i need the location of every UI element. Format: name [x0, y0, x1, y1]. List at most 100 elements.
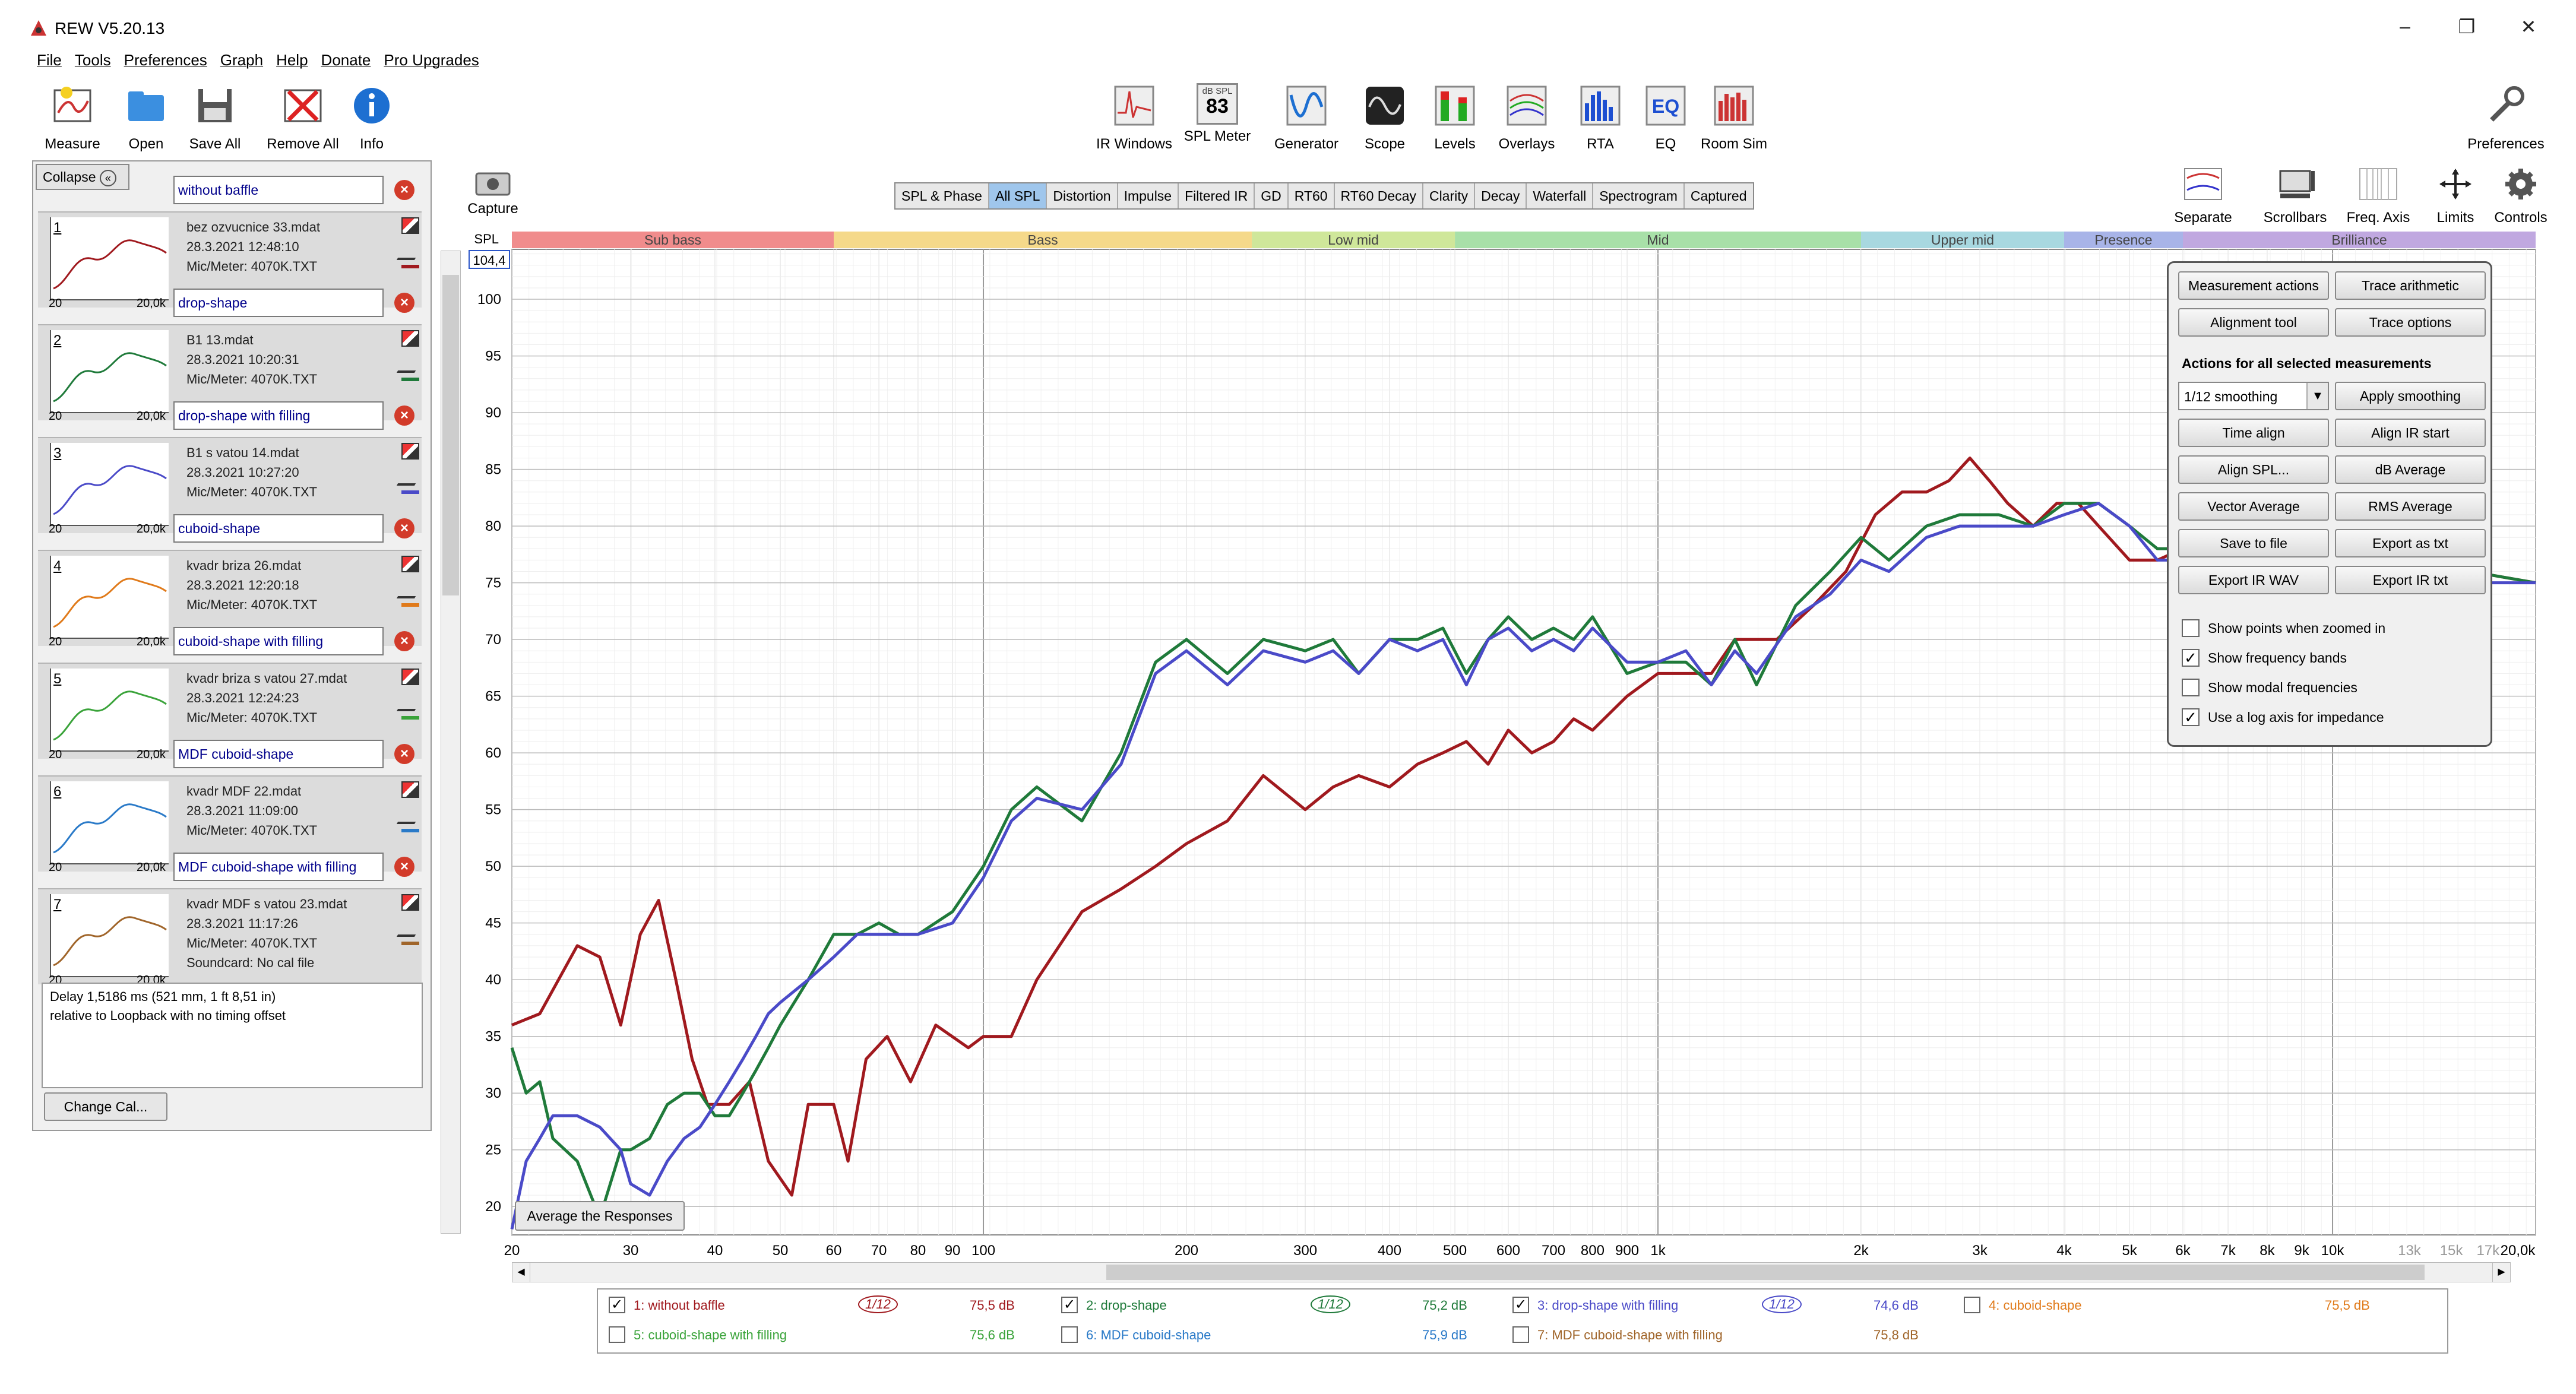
measurement-name-field[interactable]: cuboid-shape — [173, 514, 384, 543]
option-checkbox[interactable] — [2182, 679, 2200, 696]
legend-checkbox[interactable] — [1964, 1297, 1980, 1313]
tab-distortion[interactable]: Distortion — [1047, 183, 1118, 208]
measurement-item[interactable]: 7 20 20,0k kvadr MDF s vatou 23.mdat 28.3.20… — [38, 888, 425, 987]
remove-all-button[interactable]: Remove All — [265, 83, 341, 153]
remove-measurement-icon[interactable]: × — [394, 293, 414, 313]
tab-spl-phase[interactable]: SPL & Phase — [895, 183, 989, 208]
limits-button[interactable]: Limits — [2423, 166, 2488, 226]
save-all-button[interactable]: Save All — [185, 83, 245, 153]
overlay-icon[interactable] — [401, 556, 419, 572]
trace-color-icon[interactable] — [401, 265, 419, 268]
rta-button[interactable]: RTA — [1574, 83, 1627, 153]
scroll-right-icon[interactable]: ▶ — [2492, 1263, 2510, 1282]
measurement-name-field[interactable]: cuboid-shape with filling — [173, 627, 384, 655]
average-responses-button[interactable]: Average the Responses — [515, 1201, 685, 1231]
eq-button[interactable]: EQ EQ — [1639, 83, 1692, 153]
scope-button[interactable]: Scope — [1355, 83, 1414, 153]
levels-button[interactable]: Levels — [1425, 83, 1485, 153]
tab-filtered-ir[interactable]: Filtered IR — [1179, 183, 1255, 208]
change-cal-button[interactable]: Change Cal... — [44, 1092, 167, 1121]
open-button[interactable]: Open — [116, 83, 176, 153]
legend-checkbox[interactable]: ✓ — [1512, 1297, 1529, 1313]
measure-button[interactable]: Measure — [43, 83, 102, 153]
tab-rt60-decay[interactable]: RT60 Decay — [1335, 183, 1423, 208]
measurements-scrollbar[interactable] — [441, 251, 461, 1234]
export-ir-wav-button[interactable]: Export IR WAV — [2178, 566, 2329, 594]
tab-decay[interactable]: Decay — [1475, 183, 1527, 208]
scrollbar-thumb[interactable] — [1106, 1265, 2425, 1280]
close-window-button[interactable]: ✕ — [2520, 16, 2537, 37]
tab-spectrogram[interactable]: Spectrogram — [1593, 183, 1685, 208]
overlay-icon[interactable] — [401, 669, 419, 685]
menu-graph[interactable]: Graph — [220, 51, 264, 69]
menu-tools[interactable]: Tools — [74, 51, 111, 69]
spl-meter-button[interactable]: dB SPL 83 SPL Meter — [1182, 83, 1253, 145]
legend-smoothing-badge[interactable]: 1/12 — [858, 1295, 898, 1313]
menu-file[interactable]: File — [37, 51, 62, 69]
tab-clarity[interactable]: Clarity — [1423, 183, 1476, 208]
generator-button[interactable]: Generator — [1271, 83, 1342, 153]
legend-checkbox[interactable] — [609, 1326, 625, 1343]
tab-impulse[interactable]: Impulse — [1118, 183, 1179, 208]
measurement-name-field[interactable]: without baffle — [173, 176, 384, 204]
scrollbar-thumb[interactable] — [442, 275, 459, 595]
remove-measurement-icon[interactable]: × — [394, 180, 414, 200]
alignment-tool-button[interactable]: Alignment tool — [2178, 308, 2329, 337]
align-ir-start-button[interactable]: Align IR start — [2335, 419, 2486, 447]
trace-arithmetic-button[interactable]: Trace arithmetic — [2335, 271, 2486, 300]
db-average-button[interactable]: dB Average — [2335, 455, 2486, 484]
info-button[interactable]: Info — [348, 83, 395, 153]
tab-all-spl[interactable]: All SPL — [989, 183, 1048, 208]
option-checkbox[interactable]: ✓ — [2182, 649, 2200, 667]
room-sim-button[interactable]: Room Sim — [1698, 83, 1770, 153]
trace-color-icon[interactable] — [401, 603, 419, 607]
measurement-actions-button[interactable]: Measurement actions — [2178, 271, 2329, 300]
remove-measurement-icon[interactable]: × — [394, 857, 414, 877]
ir-windows-button[interactable]: IR Windows — [1093, 83, 1176, 153]
preferences-button[interactable]: Preferences — [2464, 83, 2547, 153]
measurement-name-field[interactable]: drop-shape with filling — [173, 401, 384, 430]
overlays-button[interactable]: Overlays — [1494, 83, 1559, 153]
trace-color-icon[interactable] — [401, 716, 419, 720]
legend-smoothing-badge[interactable]: 1/12 — [1311, 1295, 1350, 1313]
trace-color-icon[interactable] — [401, 490, 419, 494]
save-to-file-button[interactable]: Save to file — [2178, 529, 2329, 557]
menu-donate[interactable]: Donate — [321, 51, 371, 69]
legend-checkbox[interactable] — [1512, 1326, 1529, 1343]
minimize-button[interactable]: – — [2400, 15, 2410, 37]
freq-axis-button[interactable]: Freq. Axis — [2340, 166, 2417, 226]
trace-color-icon[interactable] — [401, 378, 419, 381]
legend-checkbox[interactable]: ✓ — [1061, 1297, 1078, 1313]
menu-pro-upgrades[interactable]: Pro Upgrades — [384, 51, 479, 69]
menu-help[interactable]: Help — [276, 51, 308, 69]
capture-button[interactable]: Capture — [463, 167, 523, 217]
tab-captured[interactable]: Captured — [1690, 188, 1747, 204]
export-ir-txt-button[interactable]: Export IR txt — [2335, 566, 2486, 594]
measurement-name-field[interactable]: MDF cuboid-shape — [173, 740, 384, 768]
remove-measurement-icon[interactable]: × — [394, 518, 414, 538]
tab-waterfall[interactable]: Waterfall — [1527, 183, 1594, 208]
controls-button[interactable]: Controls — [2488, 166, 2553, 226]
scroll-left-icon[interactable]: ◀ — [512, 1263, 530, 1282]
menu-preferences[interactable]: Preferences — [124, 51, 207, 69]
trace-options-button[interactable]: Trace options — [2335, 308, 2486, 337]
remove-measurement-icon[interactable]: × — [394, 744, 414, 764]
legend-smoothing-badge[interactable]: 1/12 — [1762, 1295, 1802, 1313]
legend-checkbox[interactable] — [1061, 1326, 1078, 1343]
option-checkbox[interactable] — [2182, 619, 2200, 637]
option-checkbox[interactable]: ✓ — [2182, 708, 2200, 726]
time-align-button[interactable]: Time align — [2178, 419, 2329, 447]
vector-average-button[interactable]: Vector Average — [2178, 492, 2329, 521]
overlay-icon[interactable] — [401, 217, 419, 234]
collapse-button[interactable]: Collapse « — [36, 164, 129, 190]
trace-color-icon[interactable] — [401, 829, 419, 832]
overlay-icon[interactable] — [401, 330, 419, 347]
tab-rt60[interactable]: RT60 — [1289, 183, 1335, 208]
overlay-icon[interactable] — [401, 894, 419, 911]
overlay-icon[interactable] — [401, 781, 419, 798]
restore-button[interactable]: ❐ — [2458, 16, 2476, 37]
measurement-name-field[interactable]: drop-shape — [173, 289, 384, 317]
tab-gd[interactable]: GD — [1255, 183, 1289, 208]
chart-scrollbar[interactable]: ◀ ▶ — [512, 1262, 2511, 1282]
export-as-txt-button[interactable]: Export as txt — [2335, 529, 2486, 557]
